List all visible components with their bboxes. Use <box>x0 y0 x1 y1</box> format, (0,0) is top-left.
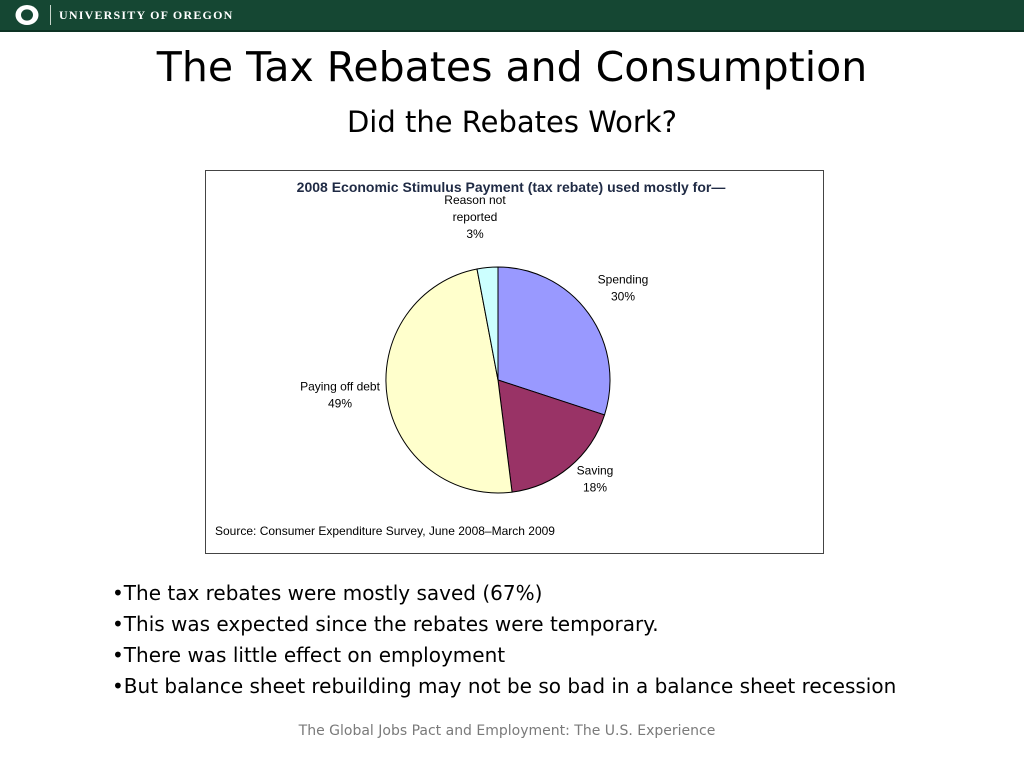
bullet-item: There was little effect on employment <box>112 640 896 671</box>
bullet-item: This was expected since the rebates were… <box>112 609 896 640</box>
slide-subtitle: Did the Rebates Work? <box>346 105 678 139</box>
header-divider <box>50 5 51 25</box>
pie-chart: 2008 Economic Stimulus Payment (tax reba… <box>205 170 824 554</box>
pie-slice-paying-off-debt <box>385 268 513 494</box>
chart-title: 2008 Economic Stimulus Payment (tax reba… <box>297 179 726 195</box>
slice-value-label: 18% <box>583 481 607 495</box>
chart-source: Source: Consumer Expenditure Survey, Jun… <box>215 524 555 538</box>
slice-label: Reason not reported 3% <box>444 193 506 241</box>
slice-value-label: 30% <box>611 290 635 304</box>
slice-label: Spending 30% <box>598 273 649 304</box>
slice-value-label: 49% <box>328 397 352 411</box>
bullet-item: But balance sheet rebuilding may not be … <box>112 671 896 702</box>
slide-footer: The Global Jobs Pact and Employment: The… <box>298 723 716 739</box>
oregon-o-logo-icon <box>15 5 39 25</box>
header-bar: UNIVERSITY OF OREGON <box>0 0 1024 32</box>
university-name: UNIVERSITY OF OREGON <box>59 8 234 22</box>
pie-slice-saving <box>497 379 606 493</box>
pie-slice-reason-not-reported <box>476 266 499 381</box>
bullet-item: The tax rebates were mostly saved (67%) <box>112 578 896 609</box>
slide-title: The Tax Rebates and Consumption <box>156 43 868 91</box>
slice-label: Paying off debt 49% <box>300 380 381 411</box>
slice-label: Saving 18% <box>577 464 614 495</box>
bullet-list: The tax rebates were mostly saved (67%) … <box>112 578 896 702</box>
pie-slice-spending <box>497 266 611 416</box>
slice-value-label: 3% <box>466 227 484 241</box>
